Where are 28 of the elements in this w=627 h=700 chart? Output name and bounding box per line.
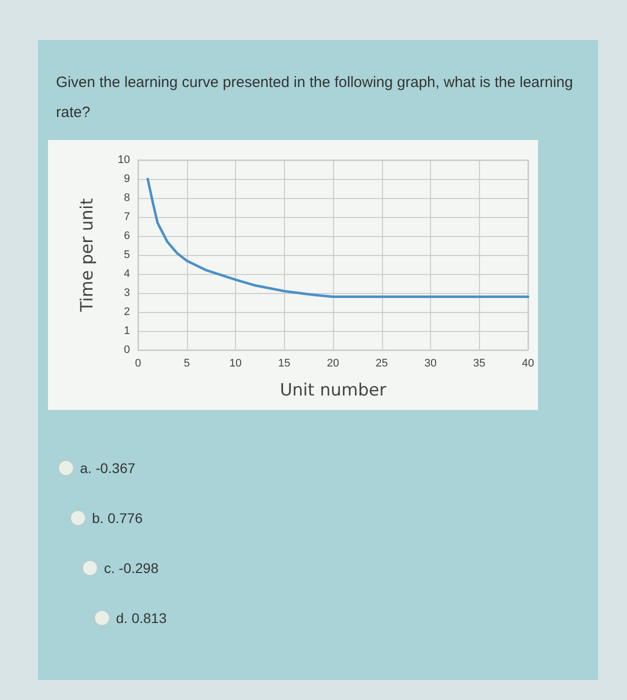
y-tick-label: 7 <box>124 211 130 223</box>
y-tick-label: 5 <box>124 249 130 261</box>
x-tick-label: 35 <box>473 358 486 370</box>
y-tick-label: 10 <box>118 154 130 166</box>
text: d. 0.813 <box>116 610 167 626</box>
x-tick-label: 5 <box>184 358 190 370</box>
y-tick-label: 9 <box>124 173 130 185</box>
x-tick-label: 0 <box>134 358 142 370</box>
chart-title: Given the learning curve presented in the following graph, what is the learning rate? <box>56 73 574 123</box>
y-tick-label: 0 <box>124 344 130 356</box>
y-axis-title: Time per unit <box>78 198 98 313</box>
y-tick-label: 8 <box>124 192 130 204</box>
x-tick-label: 30 <box>424 358 437 370</box>
x-tick-label: 15 <box>278 358 290 370</box>
y-tick-label: 6 <box>124 230 130 242</box>
x-tick-label: 10 <box>229 358 242 370</box>
x-tick-label: 25 <box>376 358 388 370</box>
y-tick-label: 1 <box>124 325 130 337</box>
x-tick-label: 20 <box>326 358 340 370</box>
line-series <box>146 178 530 298</box>
x-tick-label: 40 <box>522 358 534 370</box>
text: a. -0.367 <box>80 460 136 476</box>
y-tick-label: 2 <box>124 306 130 318</box>
y-tick-label: 4 <box>124 268 130 280</box>
x-axis-title: Unit number <box>280 380 386 400</box>
text: c. -0.298 <box>104 560 158 576</box>
text: b. 0.776 <box>92 510 143 526</box>
y-tick-label: 3 <box>124 287 130 299</box>
